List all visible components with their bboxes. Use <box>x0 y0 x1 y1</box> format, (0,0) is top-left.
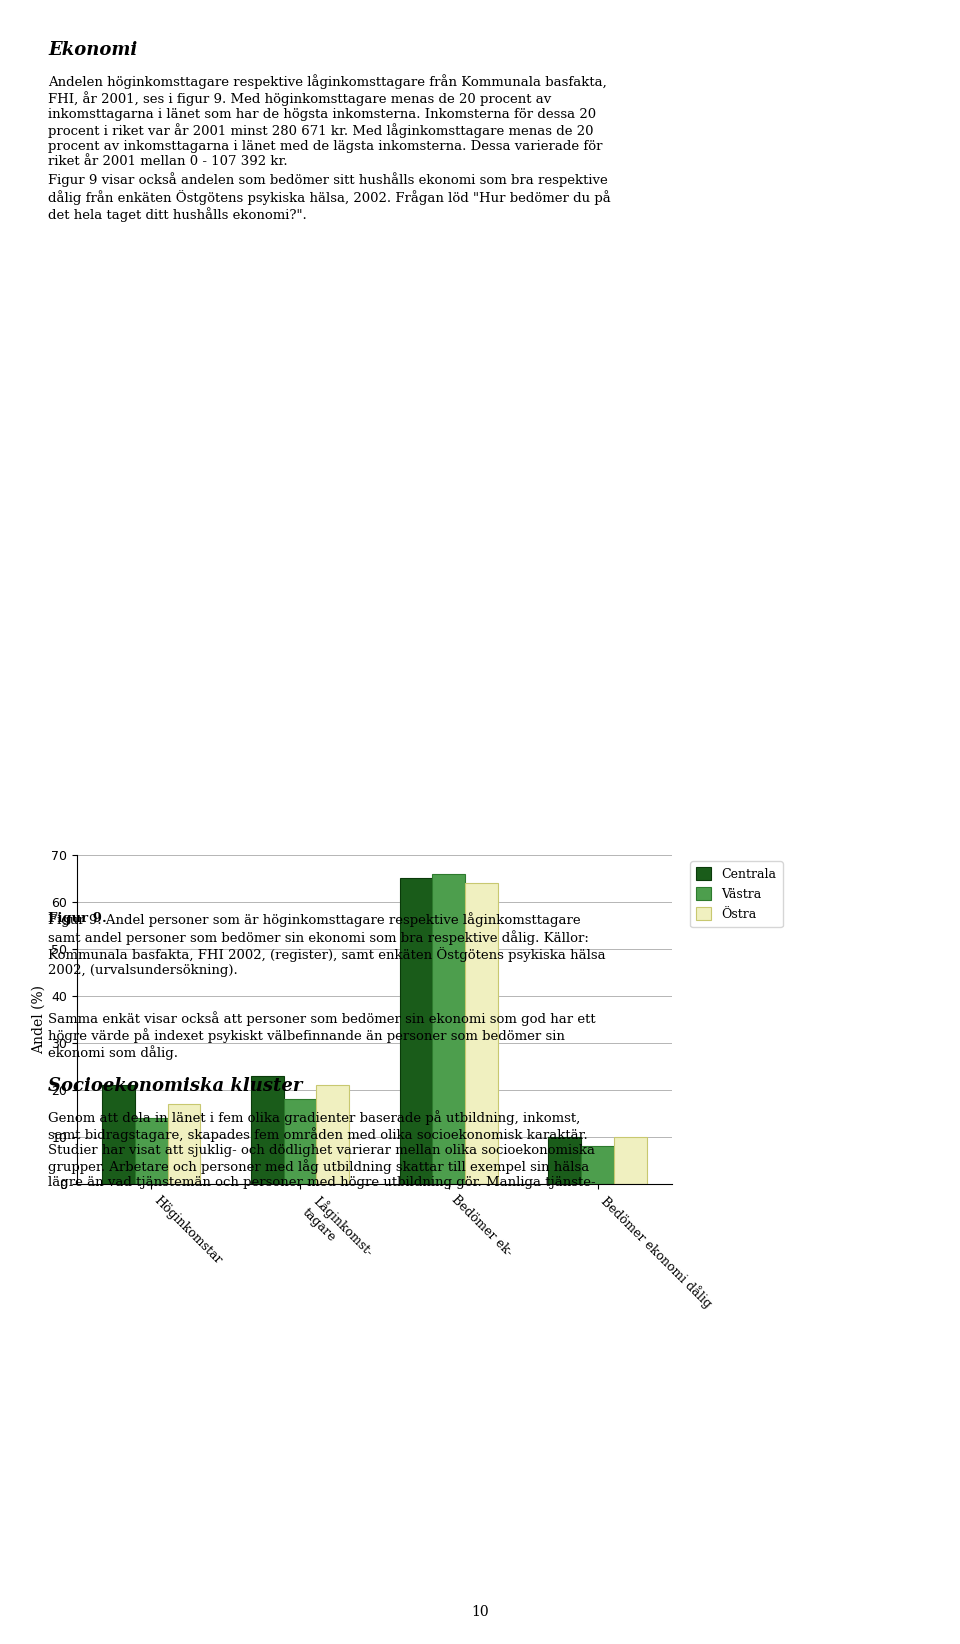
Text: Andelen höginkomsttagare respektive låginkomsttagare från Kommunala basfakta,
FH: Andelen höginkomsttagare respektive lågi… <box>48 74 607 168</box>
Text: Figur 9.: Figur 9. <box>48 912 107 926</box>
Bar <box>399 878 432 1184</box>
Bar <box>283 1100 317 1184</box>
Bar <box>614 1136 647 1184</box>
Bar <box>134 1118 168 1184</box>
Bar <box>168 1103 201 1184</box>
Bar <box>317 1085 349 1184</box>
Text: 10: 10 <box>471 1605 489 1619</box>
Text: Ekonomi: Ekonomi <box>48 41 137 59</box>
Text: Figur 9 visar också andelen som bedömer sitt hushålls ekonomi som bra respektive: Figur 9 visar också andelen som bedömer … <box>48 173 611 222</box>
Bar <box>581 1146 614 1184</box>
Legend: Centrala, Västra, Östra: Centrala, Västra, Östra <box>690 861 782 927</box>
Bar <box>251 1075 283 1184</box>
Text: Socioekonomiska kluster: Socioekonomiska kluster <box>48 1077 302 1095</box>
Text: Figur 9. Andel personer som är höginkomsttagare respektive låginkomsttagare
samt: Figur 9. Andel personer som är höginkoms… <box>48 912 606 977</box>
Bar <box>102 1085 134 1184</box>
Bar <box>548 1136 581 1184</box>
Text: Genom att dela in länet i fem olika gradienter baserade på utbildning, inkomst,
: Genom att dela in länet i fem olika grad… <box>48 1110 595 1189</box>
Bar <box>432 873 466 1184</box>
Y-axis label: Andel (%): Andel (%) <box>32 985 45 1054</box>
Bar <box>466 883 498 1184</box>
Text: Samma enkät visar också att personer som bedömer sin ekonomi som god har ett
hög: Samma enkät visar också att personer som… <box>48 1011 595 1060</box>
